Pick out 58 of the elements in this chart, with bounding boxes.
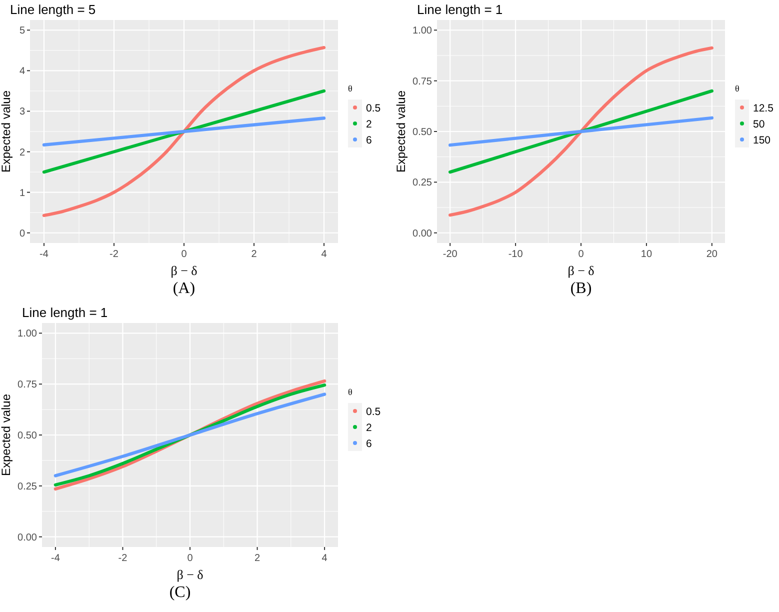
x-tick-label: 2 [254, 553, 260, 564]
legend-title: θ [348, 387, 352, 397]
y-tick-label: 0.25 [18, 481, 38, 492]
line-series [42, 46, 326, 218]
chart-title: Line length = 1 [417, 2, 503, 17]
y-tick-label: 5 [19, 26, 26, 37]
x-axis-title: β − δ [568, 263, 594, 278]
x-axis-title: β − δ [176, 567, 204, 582]
legend-label: 150 [753, 134, 771, 146]
x-tick-label: -20 [442, 249, 458, 260]
y-tick-label: 1 [19, 188, 26, 199]
x-tick-label: -4 [51, 553, 60, 564]
legend-label: 0.5 [366, 406, 381, 418]
y-axis-title: Expected value [394, 90, 408, 173]
y-tick-label: 0 [19, 228, 26, 240]
y-axis-title: Expected value [0, 394, 13, 476]
x-tick-label: -2 [118, 553, 128, 564]
legend-label: 50 [753, 118, 765, 130]
y-tick-label: 0.75 [412, 76, 432, 88]
x-tick-label: 2 [251, 249, 258, 260]
y-tick-label: 0.75 [18, 380, 38, 391]
y-tick-label: 1.00 [18, 328, 38, 340]
text: (A) [172, 280, 196, 297]
x-tick-label: -2 [110, 249, 119, 260]
y-tick-label: 0.50 [412, 127, 432, 138]
x-tick-label: 0 [181, 249, 188, 260]
x-tick-label: 20 [706, 249, 718, 260]
line-series [54, 392, 326, 478]
chart-title: Line length = 5 [10, 2, 96, 17]
line-series [448, 46, 714, 217]
y-tick-label: 4 [19, 66, 26, 78]
legend-label: 6 [366, 438, 372, 450]
y-tick-label: 0.50 [18, 430, 38, 442]
y-tick-label: 2 [19, 147, 26, 158]
legend-label: 0.5 [366, 102, 381, 114]
y-tick-label: 1.00 [412, 26, 432, 37]
x-tick-label: -4 [40, 249, 49, 260]
x-tick-label: 4 [321, 249, 328, 260]
legend-label: 2 [366, 118, 372, 130]
x-tick-label: -10 [508, 249, 524, 260]
legend-label: 2 [366, 422, 372, 434]
chart-title: Line length = 1 [22, 305, 108, 320]
y-tick-label: 0.00 [18, 532, 38, 544]
text: (C) [169, 584, 191, 601]
text: (B) [570, 280, 592, 297]
x-axis-title: β − δ [170, 263, 198, 278]
y-tick-label: 0.00 [412, 228, 432, 240]
legend-title: θ [735, 84, 740, 94]
x-tick-label: 10 [640, 249, 652, 260]
y-tick-label: 3 [19, 106, 26, 118]
y-axis-title: Expected value [0, 90, 13, 173]
x-tick-label: 0 [187, 553, 194, 564]
y-tick-label: 0.25 [412, 178, 432, 189]
x-tick-label: 0 [578, 249, 584, 260]
legend-label: 12.5 [753, 102, 774, 114]
x-tick-label: 4 [322, 553, 328, 564]
legend-title: θ [348, 84, 352, 94]
legend-label: 6 [366, 134, 372, 146]
